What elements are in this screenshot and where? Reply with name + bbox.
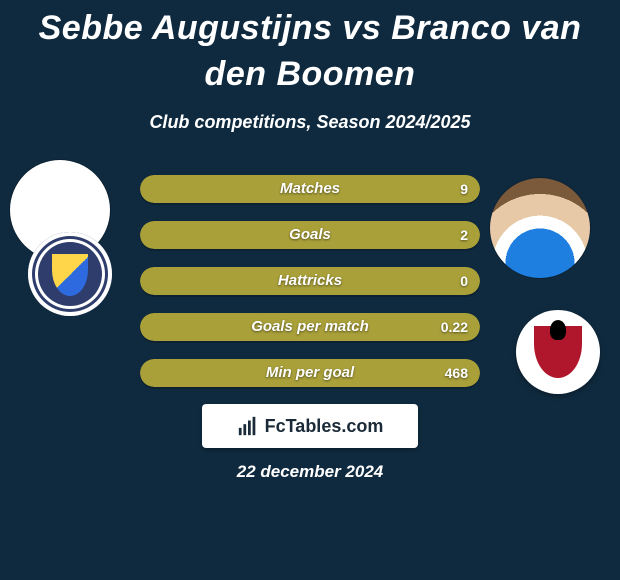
brand-label: FcTables.com — [265, 416, 384, 437]
stat-right-value: 2 — [460, 221, 468, 249]
date-label: 22 december 2024 — [0, 462, 620, 482]
club-badge-right — [516, 310, 600, 394]
stat-label: Min per goal — [140, 359, 480, 387]
stat-right-value: 0 — [460, 267, 468, 295]
stat-row: Min per goal 468 — [140, 359, 480, 387]
stat-row: Goals per match 0.22 — [140, 313, 480, 341]
stat-right-value: 0.22 — [441, 313, 468, 341]
stat-row: Hattricks 0 — [140, 267, 480, 295]
barchart-icon — [237, 415, 259, 437]
subtitle: Club competitions, Season 2024/2025 — [0, 112, 620, 133]
stat-label: Goals — [140, 221, 480, 249]
page-title: Sebbe Augustijns vs Branco van den Boome… — [0, 0, 620, 98]
stat-row: Goals 2 — [140, 221, 480, 249]
brand-box: FcTables.com — [202, 404, 418, 448]
stat-label: Matches — [140, 175, 480, 203]
club-badge-left — [28, 232, 112, 316]
stat-label: Hattricks — [140, 267, 480, 295]
stat-label: Goals per match — [140, 313, 480, 341]
stat-row: Matches 9 — [140, 175, 480, 203]
stat-right-value: 468 — [445, 359, 468, 387]
player-right-photo — [490, 178, 590, 278]
stats-table: Matches 9 Goals 2 Hattricks 0 Goals per … — [140, 175, 480, 405]
stat-right-value: 9 — [460, 175, 468, 203]
